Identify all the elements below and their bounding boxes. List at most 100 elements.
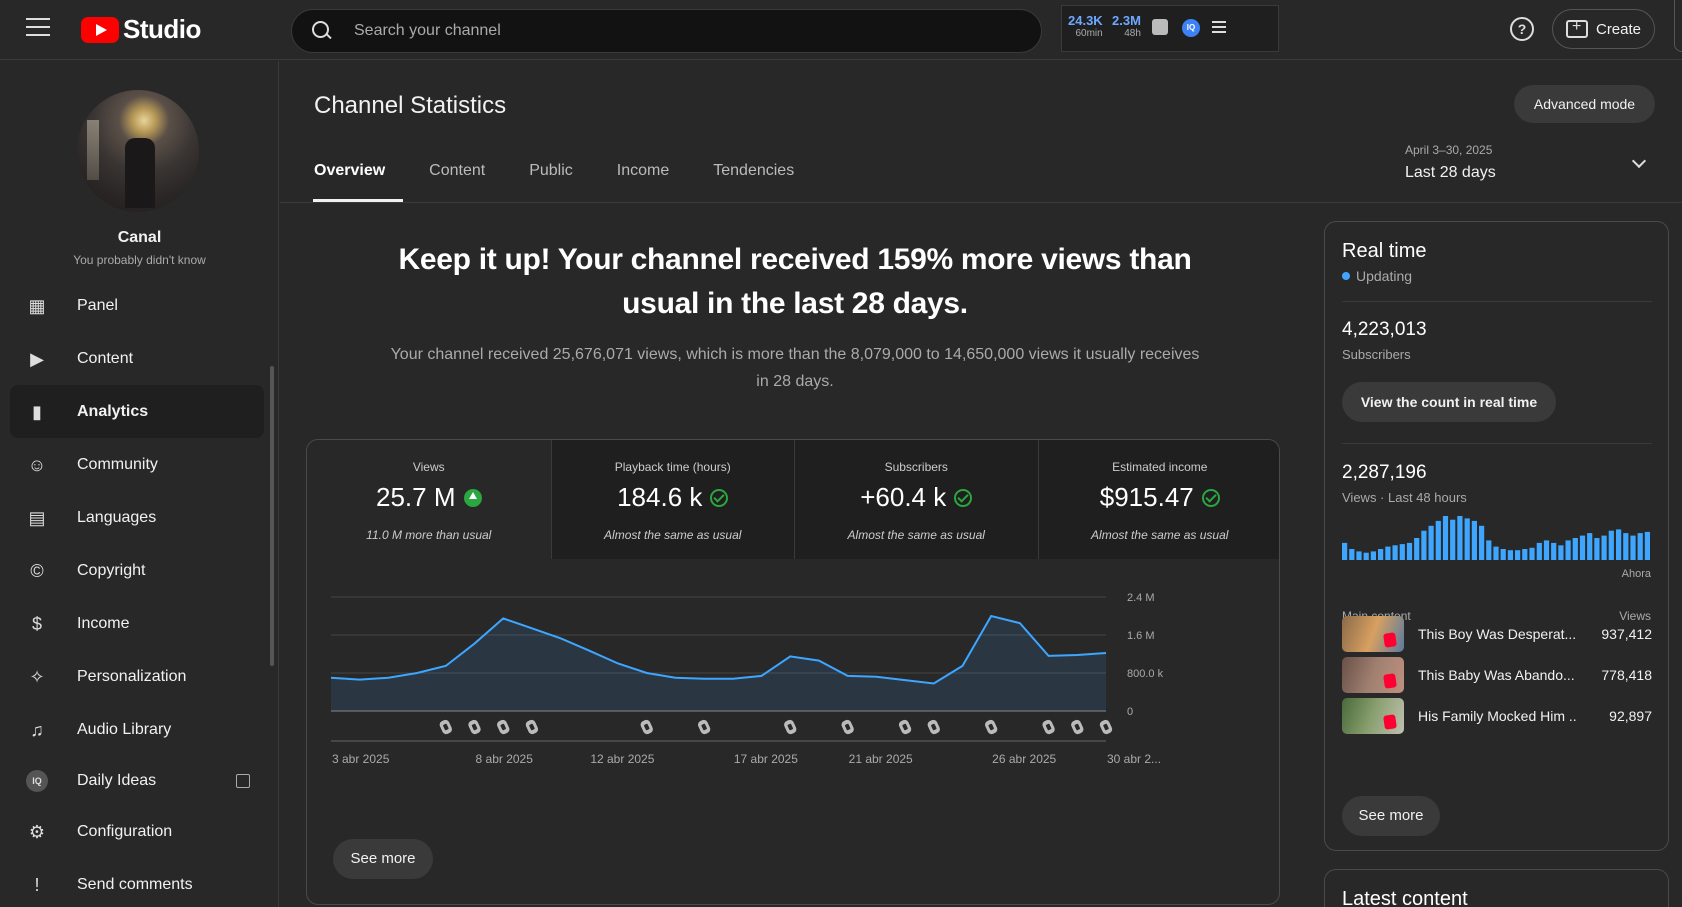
video-title[interactable]: This Baby Was Abando... [1418,667,1575,683]
tab-income[interactable]: Income [616,162,670,179]
kpi-playback-time-hours[interactable]: Playback time (hours) 184.6 k Almost the s… [550,440,794,559]
help-icon[interactable]: ? [1510,17,1534,41]
date-range-label: Last 28 days [1405,164,1496,181]
audio-library-icon: ♫ [30,719,44,740]
sidebar-item-label: Languages [77,508,157,526]
shorts-marker-inner [529,723,535,731]
chart-see-more-button[interactable]: See more [333,839,433,879]
advanced-mode-button[interactable]: Advanced mode [1514,85,1655,123]
tab-tendencies[interactable]: Tendencies [713,162,795,179]
sparkline-bar [1378,549,1384,560]
sparkline-bar [1414,538,1420,560]
sidebar-item-send-comments[interactable]: ! Send comments [10,858,264,907]
realtime-count-button[interactable]: View the count in real time [1342,382,1556,422]
sidebar-item-copyright[interactable]: © Copyright [10,544,264,597]
sparkline-bar [1565,540,1571,560]
x-tick-label: 3 abr 2025 [332,752,390,766]
sidebar-item-analytics[interactable]: ▮ Analytics [10,385,264,438]
shorts-marker-inner [902,723,908,731]
extension-widget[interactable]: 24.3K 60min 2.3M 48h IQ [1061,5,1279,52]
channel-tagline: You probably didn't know [73,253,206,267]
account-edge[interactable] [1674,0,1682,52]
sparkline-bar [1479,525,1485,560]
ext-menu-icon[interactable] [1212,21,1226,36]
kpi-label: Views [412,460,445,474]
search-input[interactable]: Search your channel [354,22,501,39]
tab-public[interactable]: Public [529,162,573,179]
sidebar-item-configuration[interactable]: ⚙ Configuration [10,805,264,858]
create-button[interactable]: Create [1552,9,1655,49]
realtime-sparkline[interactable] [1342,512,1652,562]
realtime-see-more-button[interactable]: See more [1342,796,1440,836]
video-title[interactable]: His Family Mocked Him ... [1418,708,1576,724]
ext-stat2-value: 2.3M [1112,13,1141,28]
search-icon[interactable] [312,21,332,41]
date-range-selector[interactable]: April 3–30, 2025 Last 28 days [1405,143,1496,182]
video-views: 937,412 [1601,626,1652,642]
shorts-marker-inner [931,723,937,731]
tab-content[interactable]: Content [429,162,486,179]
shorts-marker-inner [988,723,994,731]
feedback-icon: ! [34,874,40,895]
sidebar-item-panel[interactable]: ▦ Panel [10,279,264,332]
kpi-estimated-income[interactable]: Estimated income $915.47 Almost the same a… [1037,440,1279,559]
top-content-row[interactable]: His Family Mocked Him ... 92,897 [1342,698,1652,734]
sparkline-bar [1543,540,1550,560]
income-icon: $ [31,613,42,634]
sparkline-bar [1385,546,1391,560]
sparkline-bar [1363,552,1369,560]
video-thumbnail[interactable] [1342,616,1404,652]
sidebar-item-personalization[interactable]: ✧ Personalization [10,650,264,703]
ext-iq-icon[interactable]: IQ [1182,19,1200,37]
channel-avatar[interactable] [77,90,199,212]
shorts-marker-inner [500,723,506,731]
views-chart[interactable]: 0 800.0 k 1.6 M 2.4 M 3 abr 2025 8 abr 2025 12… [307,559,1280,829]
analytics-icon: ▮ [32,401,42,422]
sidebar-item-label: Analytics [77,402,149,420]
x-tick-label: 21 abr 2025 [849,752,913,766]
studio-logo[interactable]: Studio [81,14,201,45]
sidebar-item-label: Audio Library [77,720,172,738]
subscribers-label: Subscribers [1342,347,1411,362]
x-tick-label: 30 abr 2... [1107,752,1161,766]
chevron-down-icon[interactable] [1631,153,1647,169]
external-link-icon[interactable] [236,773,250,788]
realtime-status: Updating [1342,268,1412,284]
sparkline-bar [1644,531,1650,560]
kpi-value: 25.7 M [376,482,456,512]
video-views: 92,897 [1609,708,1652,724]
date-range-detail: April 3–30, 2025 [1405,143,1493,157]
hamburger-menu-icon[interactable] [26,18,50,38]
content-icon: ▶ [30,348,44,369]
sparkline-bar [1529,547,1535,560]
copyright-icon: © [30,560,44,581]
video-thumbnail[interactable] [1342,698,1404,734]
tab-overview[interactable]: Overview [312,162,404,202]
kpi-views[interactable]: Views 25.7 M 11.0 M more than usual [307,440,551,559]
sidebar-item-audio-library[interactable]: ♫ Audio Library [10,703,264,756]
sidebar-item-daily-ideas[interactable]: IQ Daily Ideas [10,756,264,805]
x-tick-label: 26 abr 2025 [992,752,1056,766]
sidebar-item-label: Community [77,455,158,473]
sidebar-item-community[interactable]: ☺ Community [10,438,264,491]
sidebar-item-income[interactable]: $ Income [10,597,264,650]
logo-text: Studio [123,14,201,44]
sidebar-scrollbar[interactable] [270,366,274,666]
shorts-marker-inner [443,723,449,731]
sparkline-bar [1623,533,1629,560]
top-content-row[interactable]: This Baby Was Abando... 778,418 [1342,657,1652,693]
kpi-value: +60.4 k [860,482,947,512]
video-thumbnail[interactable] [1342,657,1404,693]
kpi-value-row: 25.7 M [307,482,551,513]
video-views: 778,418 [1601,667,1652,683]
sparkline-bar [1457,516,1463,560]
sidebar-item-languages[interactable]: ▤ Languages [10,491,264,544]
kpi-subscribers[interactable]: Subscribers +60.4 k Almost the same as usu… [794,440,1038,559]
search-bar[interactable]: Search your channel [291,9,1042,53]
shorts-marker-inner [1103,723,1109,731]
sidebar-item-content[interactable]: ▶ Content [10,332,264,385]
top-content-row[interactable]: This Boy Was Desperat... 937,412 [1342,616,1652,652]
ext-chart-icon[interactable] [1152,19,1168,35]
daily-ideas-icon: IQ [26,769,48,792]
video-title[interactable]: This Boy Was Desperat... [1418,626,1576,642]
